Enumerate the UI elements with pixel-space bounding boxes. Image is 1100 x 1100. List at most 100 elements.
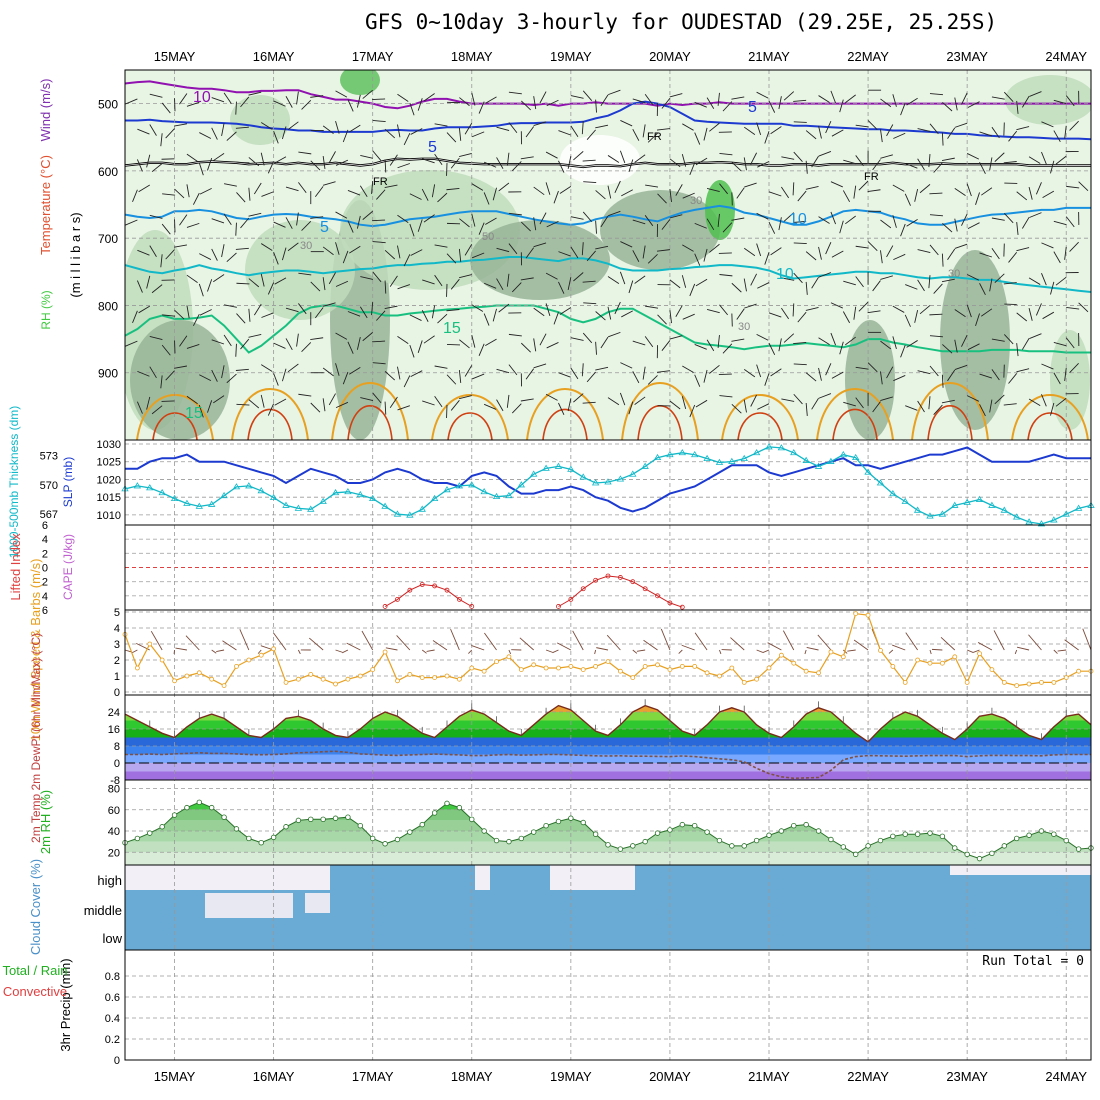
wind-barb	[830, 332, 837, 346]
wind-barb	[186, 305, 190, 319]
dewpoint-line	[125, 750, 1091, 780]
wind-barb	[186, 101, 200, 107]
thickness-marker	[703, 454, 711, 462]
wind-barb	[632, 250, 640, 262]
wind-barb	[570, 337, 584, 341]
surface-wind-barb	[847, 649, 856, 652]
wind-barb	[628, 280, 634, 294]
wind-barb	[553, 190, 559, 204]
wind-barb	[570, 216, 584, 220]
wind-barb	[1041, 151, 1047, 165]
thickness-marker	[232, 483, 241, 490]
wind-barb	[434, 365, 448, 369]
wind-barb	[954, 188, 966, 197]
wind-barb	[384, 280, 387, 294]
rh-marker	[828, 836, 834, 843]
panel-frame-pr	[124, 949, 1092, 1061]
isotherm-20	[526, 388, 604, 440]
wind-barb	[539, 333, 547, 346]
wind-barb	[186, 184, 190, 198]
wind-barb	[223, 213, 232, 225]
rh-marker	[518, 835, 525, 842]
wind-barb	[979, 161, 986, 174]
rh-marker	[1038, 828, 1045, 834]
wind-barb	[221, 123, 225, 136]
wind-barb	[818, 216, 830, 224]
rh-marker	[679, 821, 686, 828]
precip-tick: 0.6	[105, 992, 120, 1004]
date-label-bottom: 19MAY	[550, 1069, 592, 1084]
wind-barb	[397, 93, 409, 102]
wind-tick: 3	[114, 639, 120, 651]
wind-barb	[525, 368, 535, 380]
wind-barb	[409, 314, 422, 321]
wind-barb	[781, 398, 795, 402]
wind-barb	[1069, 120, 1079, 131]
wind-barb	[446, 187, 460, 191]
isotherm-20	[1011, 394, 1089, 440]
wind-speed-marker	[1014, 683, 1020, 688]
wind-speed-marker	[1026, 681, 1032, 687]
wind-barb	[310, 281, 321, 292]
pressure-tick: 700	[98, 232, 118, 246]
wind-barb	[682, 123, 694, 131]
wind-barb	[573, 393, 584, 403]
surface-wind-barb	[471, 645, 485, 651]
wind-barb	[160, 133, 163, 147]
wind-barb	[471, 131, 485, 138]
wind-barb	[322, 125, 334, 135]
wind-barb	[471, 213, 476, 227]
wind-barb	[855, 155, 864, 167]
wind-barb	[138, 305, 151, 314]
isotherm-20	[231, 388, 309, 440]
wind-barb	[213, 153, 225, 162]
wind-barb	[855, 366, 869, 370]
wind-barb	[240, 96, 250, 108]
pressure-tick: 600	[98, 165, 118, 179]
thickness-marker	[517, 481, 526, 488]
wind-barb	[335, 332, 348, 340]
wind-barb	[845, 215, 856, 225]
wind-barb	[149, 366, 157, 379]
isotherm-25	[542, 408, 588, 440]
wind-barb	[573, 151, 584, 161]
thickness-marker	[282, 501, 290, 508]
wind-barb	[558, 372, 571, 378]
wind-speed-marker	[964, 680, 970, 685]
wind-barb	[942, 223, 953, 233]
wind-barb	[236, 161, 250, 164]
wind-barb	[567, 398, 572, 412]
wind-barb	[595, 124, 609, 129]
wind-barb	[1003, 403, 1017, 406]
rh-marker	[419, 821, 425, 828]
wind-barb	[281, 368, 287, 382]
wind-barb	[558, 251, 571, 257]
wind-barb	[221, 365, 225, 379]
wind-barb	[458, 369, 462, 384]
rh-marker	[444, 800, 450, 807]
wind-barb	[1041, 272, 1047, 286]
wind-barb	[1053, 372, 1061, 385]
wind-barb	[496, 368, 510, 374]
wind-barb	[520, 221, 531, 232]
wind-speed-marker	[456, 676, 462, 682]
wind-barb	[431, 305, 436, 319]
rh-marker	[865, 843, 871, 849]
date-label-top: 17MAY	[352, 49, 394, 64]
thickness-marker	[443, 486, 451, 493]
wind-barb	[722, 222, 733, 233]
wind-barb	[1003, 282, 1017, 285]
wind-barb	[905, 284, 918, 290]
wind-barb	[136, 280, 143, 293]
contour-label: 30	[738, 321, 750, 333]
wind-barb	[179, 93, 188, 105]
wind-barb	[706, 97, 715, 109]
wind-speed-marker	[766, 665, 772, 671]
wind-barb	[628, 159, 634, 173]
rh-marker	[345, 814, 351, 820]
wind-barb	[186, 274, 198, 284]
wind-barb	[632, 98, 646, 104]
wind-barb	[979, 373, 993, 379]
wind-barb	[248, 278, 260, 288]
wind-speed-marker	[655, 662, 660, 668]
